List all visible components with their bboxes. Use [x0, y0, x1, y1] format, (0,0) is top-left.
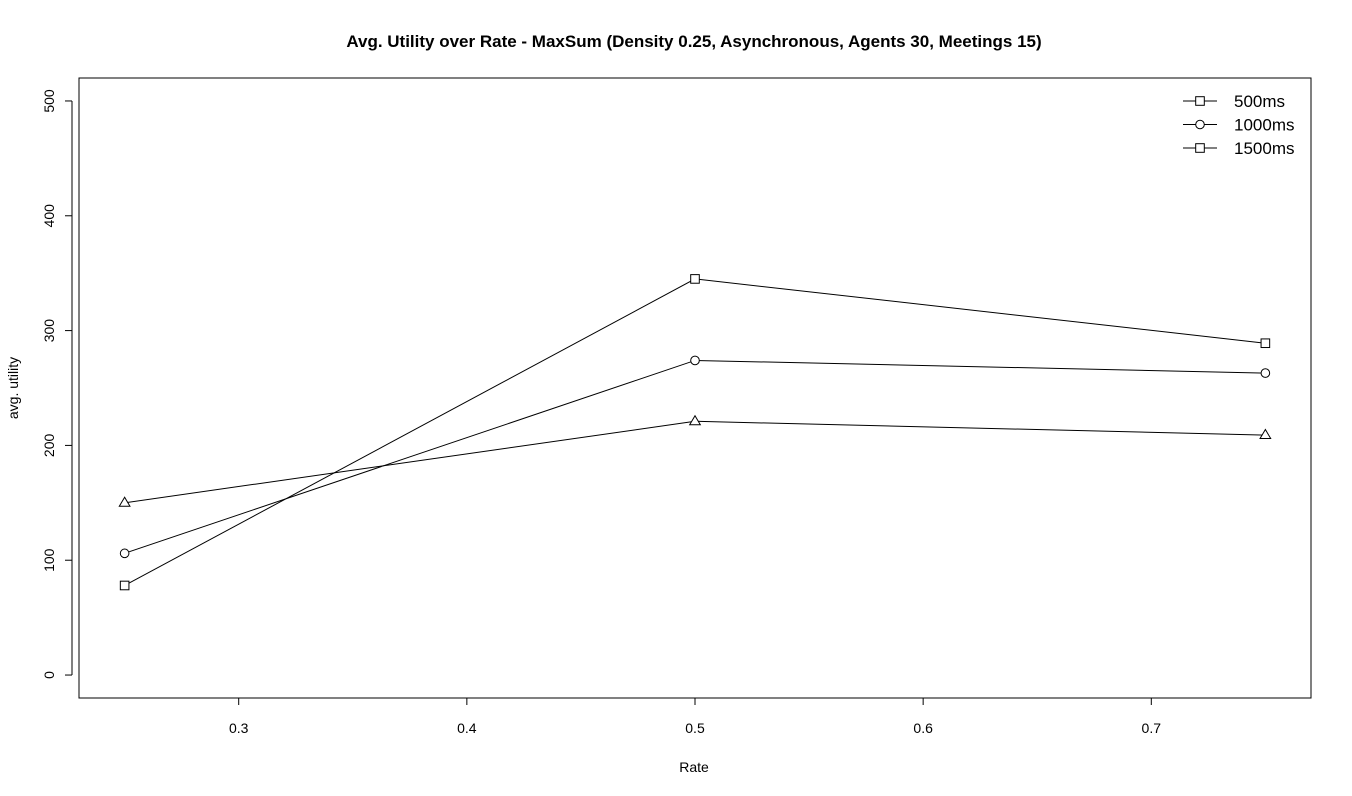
- data-point: [688, 414, 702, 426]
- legend-label: 1500ms: [1234, 139, 1294, 158]
- x-axis-label: Rate: [679, 759, 709, 775]
- chart-title: Avg. Utility over Rate - MaxSum (Density…: [346, 32, 1041, 51]
- y-tick-label: 400: [41, 204, 57, 228]
- series-500ms: [119, 274, 1271, 591]
- data-point: [118, 496, 131, 507]
- legend-item: 500ms: [1183, 92, 1285, 111]
- data-point: [690, 355, 700, 366]
- data-point: [119, 580, 130, 591]
- series-1000ms: [119, 355, 1271, 559]
- x-axis: 0.3 0.4 0.5 0.6 0.7: [229, 697, 1162, 736]
- y-tick-label: 0: [41, 671, 57, 679]
- x-tick-label: 0.5: [685, 720, 705, 736]
- x-tick-label: 0.7: [1142, 720, 1162, 736]
- legend-marker: [1195, 119, 1205, 130]
- y-axis-label: avg. utility: [5, 357, 21, 419]
- x-tick-label: 0.4: [457, 720, 477, 736]
- data-point: [1260, 338, 1271, 349]
- x-tick-label: 0.6: [913, 720, 933, 736]
- y-tick-label: 100: [41, 548, 57, 572]
- series-1500ms: [118, 414, 1272, 507]
- data-point: [690, 274, 700, 284]
- legend: 500ms 1000ms 1500ms: [1183, 92, 1294, 158]
- legend-marker: [1195, 143, 1205, 153]
- x-tick-label: 0.3: [229, 720, 249, 736]
- legend-marker: [1195, 96, 1205, 106]
- legend-label: 500ms: [1234, 92, 1285, 111]
- y-tick-label: 300: [41, 319, 57, 343]
- y-tick-label: 200: [41, 434, 57, 458]
- data-point: [119, 548, 130, 559]
- y-axis: 0 100 200 300 400 500: [41, 89, 73, 679]
- data-point: [1260, 368, 1271, 378]
- y-tick-label: 500: [41, 89, 57, 113]
- data-point: [1259, 428, 1272, 440]
- series-layer: [118, 274, 1272, 591]
- legend-label: 1000ms: [1234, 116, 1294, 135]
- legend-item: 1000ms: [1183, 116, 1294, 135]
- legend-item: 1500ms: [1183, 139, 1294, 158]
